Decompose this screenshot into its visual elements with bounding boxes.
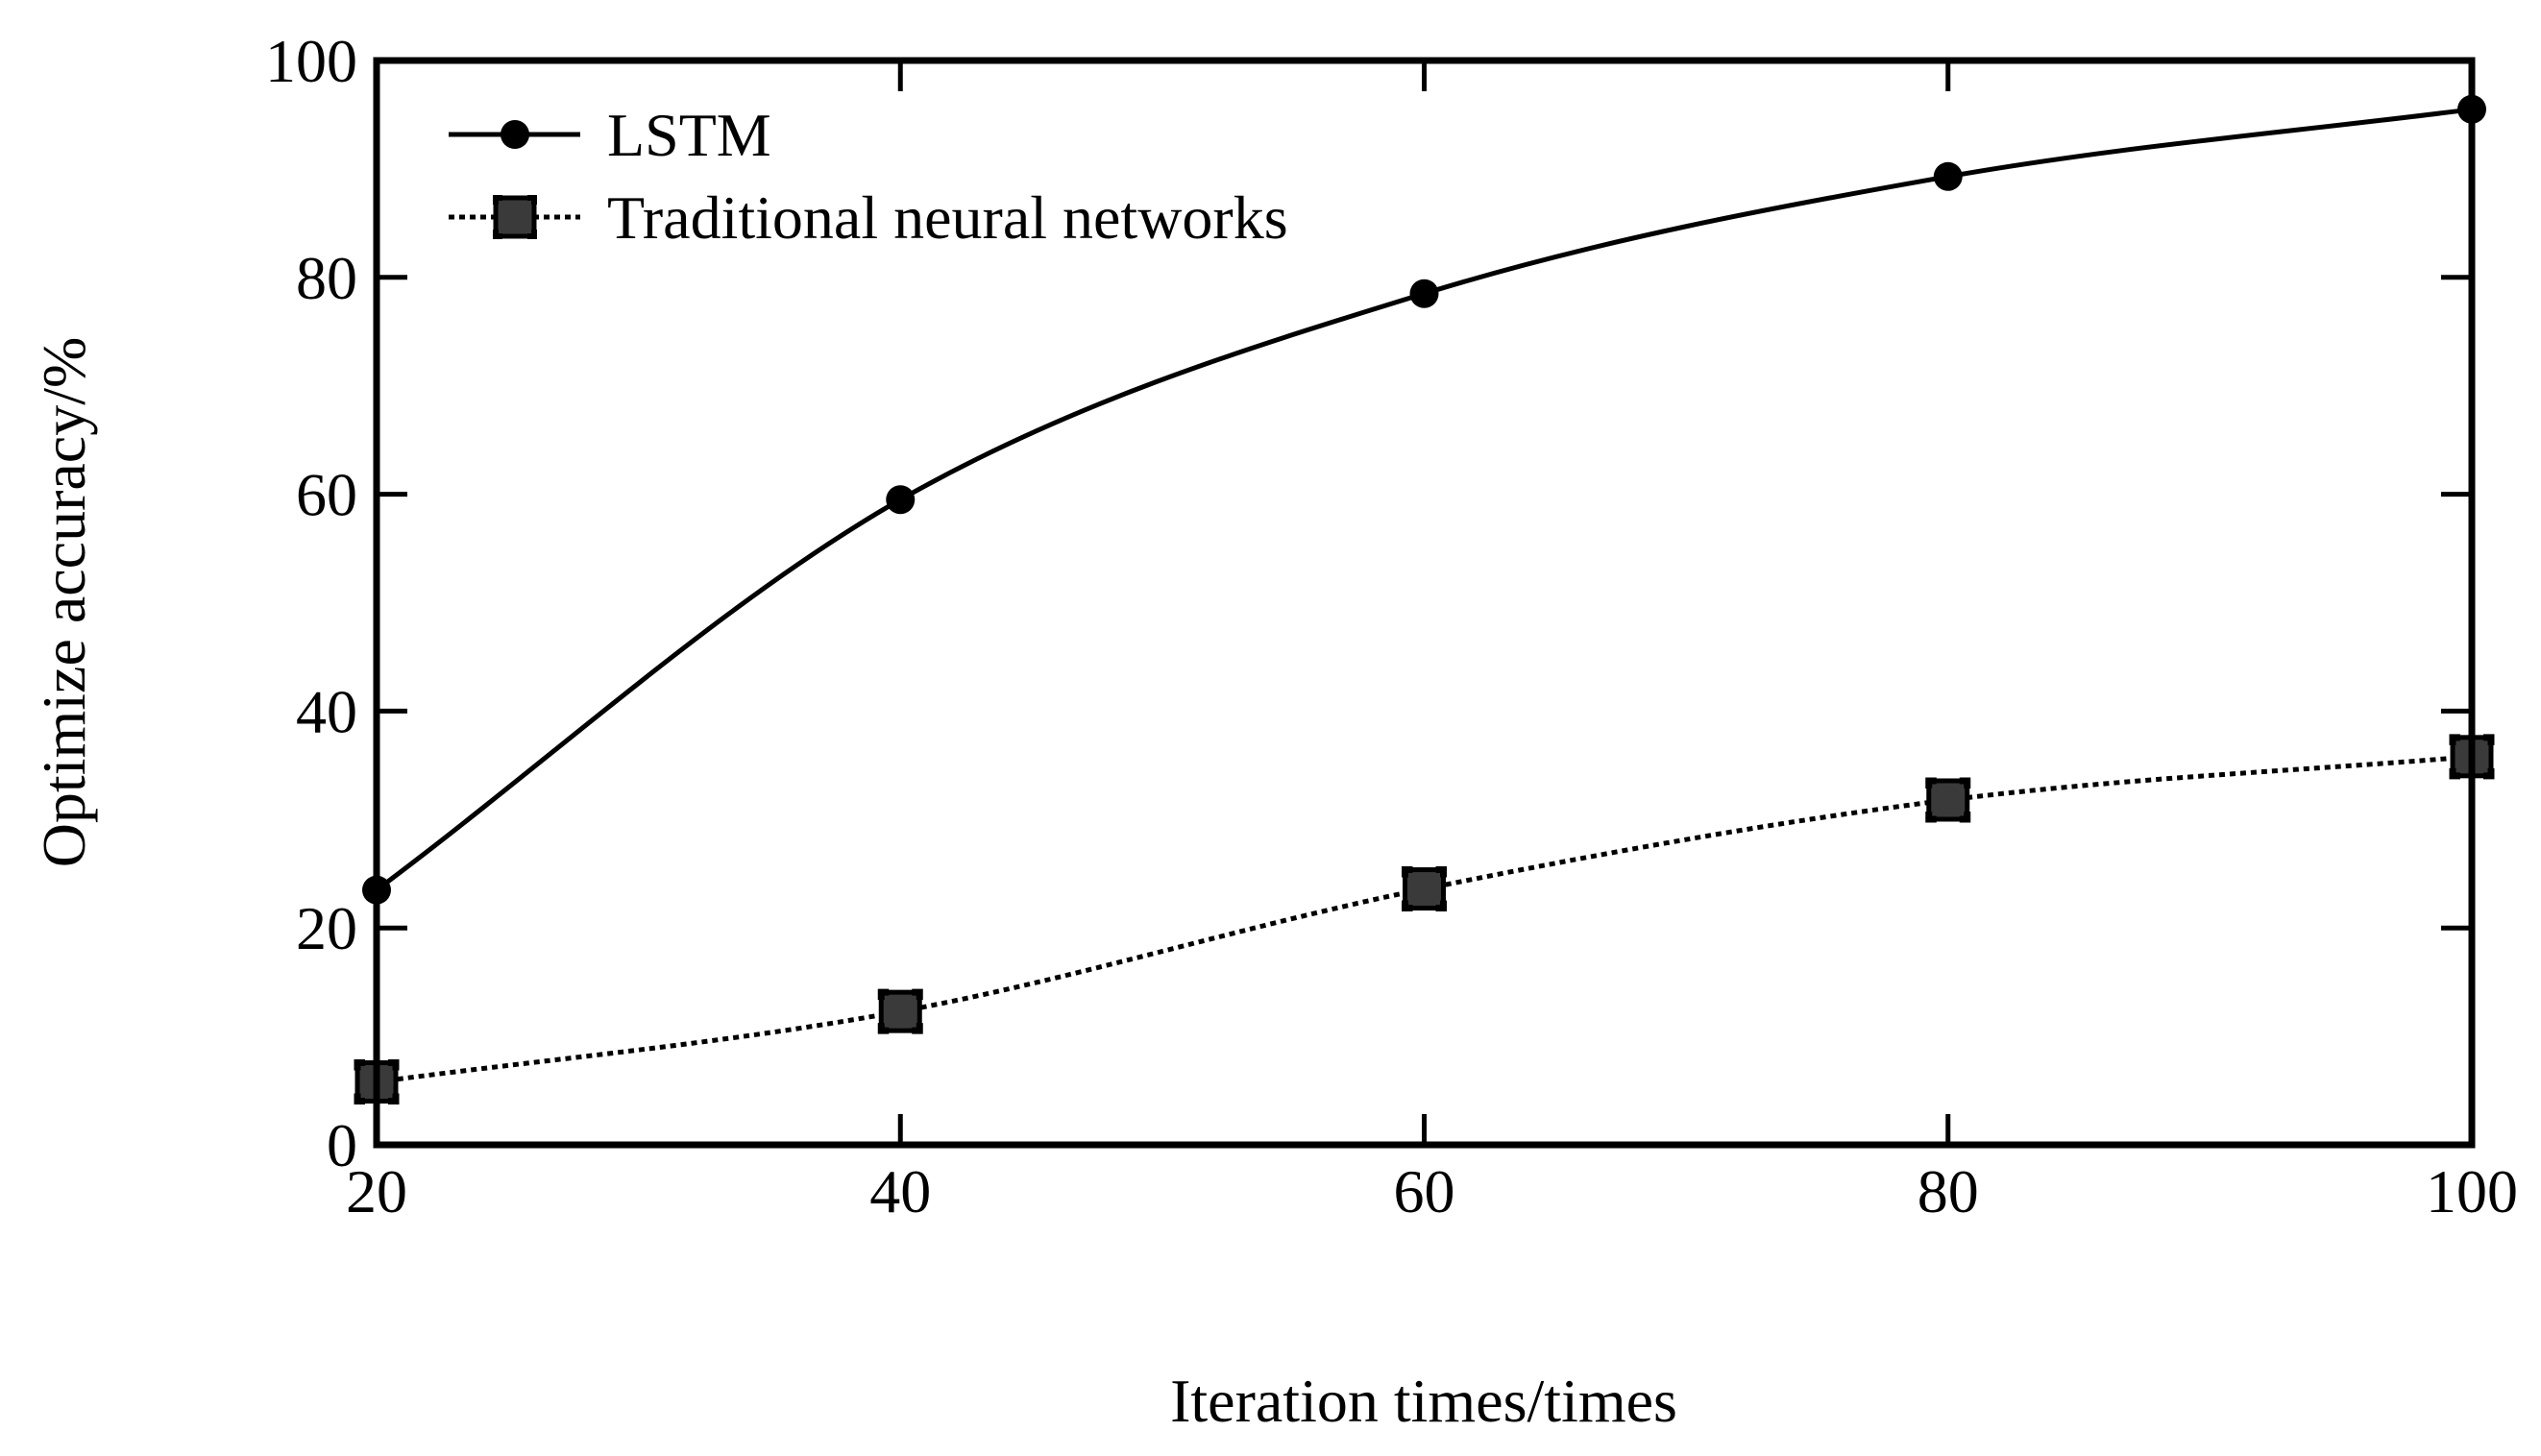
x-tick-label: 60 [1394,1157,1455,1225]
y-tick-label: 20 [296,894,357,962]
series-line-lstm [375,107,2473,892]
y-tick-label: 80 [296,244,357,312]
data-point-lstm [1933,161,1963,191]
legend-marker-traditional [493,195,537,239]
y-tick-label: 100 [265,27,357,95]
data-point-lstm [886,485,916,515]
x-tick-label: 20 [346,1157,407,1225]
x-tick-label: 80 [1918,1157,1979,1225]
series-line-traditional [376,754,2473,1084]
y-axis-label: Optimize accuracy/% [30,337,98,868]
x-axis-label: Iteration times/times [1170,1367,1677,1435]
data-point-traditional [1402,866,1447,912]
y-tick-label: 0 [327,1111,357,1179]
data-point-traditional [877,988,923,1034]
x-tick-label: 40 [869,1157,931,1225]
y-tick-label: 40 [296,677,357,745]
data-point-lstm [1409,279,1439,308]
legend-label-lstm: LSTM [607,101,771,169]
legend-label-traditional: Traditional neural networks [607,183,1288,252]
legend: LSTM Traditional neural networks [449,101,1288,252]
y-tick-label: 60 [296,461,357,529]
legend-marker-lstm [501,120,529,149]
x-tick-label: 100 [2426,1157,2518,1225]
data-point-traditional [1925,777,1971,823]
